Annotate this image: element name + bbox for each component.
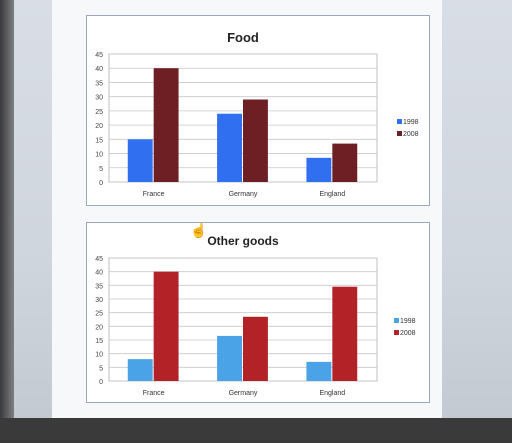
other-goods-chart: Other goods 0 5 10 15 20 25 30 35 40 45 France Germa… bbox=[86, 222, 430, 403]
y-tick-label: 30 bbox=[95, 297, 103, 304]
other-goods-chart-svg: Other goods 0 5 10 15 20 25 30 35 40 45 France Germa… bbox=[95, 234, 416, 397]
y-tick-label: 5 bbox=[99, 166, 103, 173]
legend-swatch-2008 bbox=[397, 131, 402, 136]
y-tick-label: 45 bbox=[95, 256, 103, 263]
food-chart: Food 0 5 10 15 20 25 30 35 40 45 France Germany Engla… bbox=[86, 15, 430, 206]
y-tick-label: 25 bbox=[95, 311, 103, 318]
y-tick-label: 15 bbox=[95, 338, 103, 345]
legend-swatch-2008 bbox=[394, 330, 399, 335]
legend-label: 2008 bbox=[400, 330, 416, 337]
bar-2008-france bbox=[153, 68, 179, 182]
bar-2008-france bbox=[153, 271, 179, 381]
legend-swatch-1998 bbox=[394, 318, 399, 323]
y-tick-label: 15 bbox=[95, 137, 103, 144]
food-chart-svg: Food 0 5 10 15 20 25 30 35 40 45 France Germany Engla… bbox=[95, 30, 419, 198]
legend-swatch-1998 bbox=[397, 119, 402, 124]
bar-1998-germany bbox=[217, 335, 242, 381]
bar-1998-germany bbox=[217, 113, 242, 182]
bar-2008-germany bbox=[243, 99, 268, 182]
y-tick-label: 0 bbox=[99, 180, 103, 187]
y-tick-label: 40 bbox=[95, 66, 103, 73]
y-tick-label: 35 bbox=[95, 283, 103, 290]
y-tick-label: 40 bbox=[95, 270, 103, 277]
bar-1998-france bbox=[127, 359, 153, 381]
bar-2008-england bbox=[332, 286, 358, 381]
category-label: France bbox=[143, 390, 165, 397]
bar-1998-england bbox=[306, 361, 332, 381]
y-tick-label: 0 bbox=[99, 379, 103, 386]
y-tick-label: 10 bbox=[95, 152, 103, 159]
monitor-bezel-left bbox=[0, 0, 14, 443]
y-tick-label: 30 bbox=[95, 95, 103, 102]
category-label: Germany bbox=[229, 390, 258, 397]
y-tick-label: 20 bbox=[95, 123, 103, 130]
y-tick-label: 45 bbox=[95, 52, 103, 59]
legend-label: 1998 bbox=[403, 119, 419, 126]
category-label: England bbox=[319, 191, 345, 198]
y-tick-label: 20 bbox=[95, 324, 103, 331]
chart-title: Other goods bbox=[207, 234, 279, 248]
chart-title: Food bbox=[227, 30, 259, 45]
bar-2008-england bbox=[332, 143, 358, 182]
category-label: England bbox=[319, 390, 345, 397]
legend-label: 1998 bbox=[400, 318, 416, 325]
y-tick-label: 35 bbox=[95, 80, 103, 87]
bar-1998-england bbox=[306, 157, 332, 182]
category-label: France bbox=[143, 191, 165, 198]
y-tick-label: 25 bbox=[95, 109, 103, 116]
hand-cursor-icon: ☝ bbox=[190, 222, 208, 238]
monitor-bezel-bottom bbox=[0, 418, 512, 443]
category-label: Germany bbox=[229, 191, 258, 198]
bar-2008-germany bbox=[243, 316, 268, 381]
y-tick-label: 5 bbox=[99, 365, 103, 372]
legend-label: 2008 bbox=[403, 131, 419, 138]
y-tick-label: 10 bbox=[95, 352, 103, 359]
bar-1998-france bbox=[127, 139, 153, 182]
